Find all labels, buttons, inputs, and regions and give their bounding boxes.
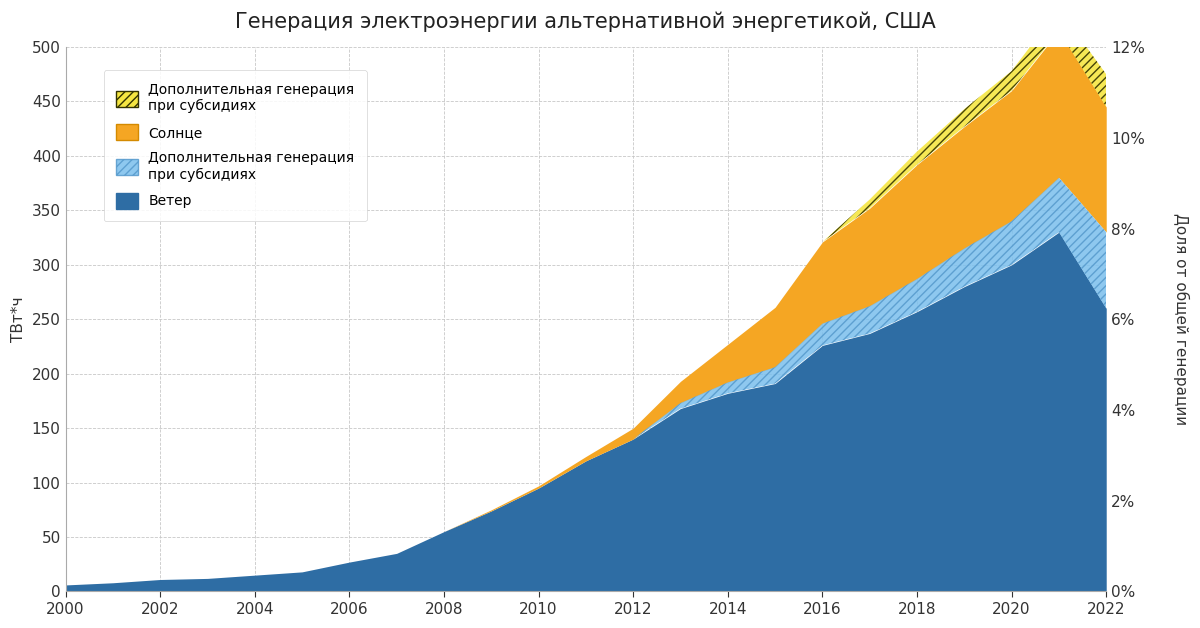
Y-axis label: ТВт*ч: ТВт*ч — [11, 296, 26, 342]
Legend: Дополнительная генерация
при субсидиях, Солнце, Дополнительная генерация
при суб: Дополнительная генерация при субсидиях, … — [103, 70, 367, 222]
Y-axis label: Доля от общей генерации: Доля от общей генерации — [1172, 213, 1189, 425]
Title: Генерация электроэнергии альтернативной энергетикой, США: Генерация электроэнергии альтернативной … — [235, 11, 936, 31]
